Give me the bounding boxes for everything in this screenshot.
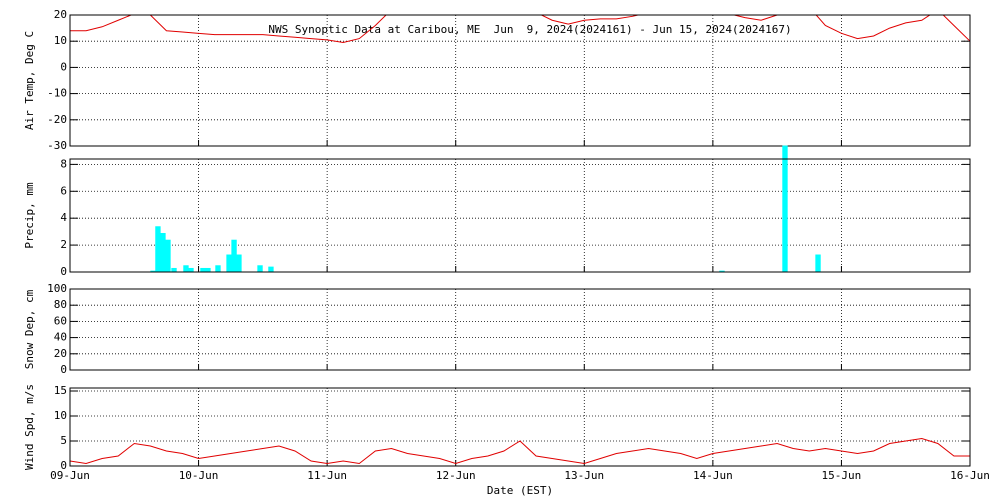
plot-frame — [69, 288, 971, 371]
y-tick-label: 20 — [54, 347, 67, 360]
y-tick-label: 2 — [60, 238, 67, 251]
y-tick-label: 0 — [60, 459, 67, 472]
x-tick-label: 13-Jun — [564, 469, 604, 482]
x-axis-label: Date (EST) — [487, 484, 553, 497]
y-tick-label: 0 — [60, 60, 67, 73]
y-tick-label: 80 — [54, 298, 67, 311]
data-line — [70, 437, 970, 465]
y-tick-label: 8 — [60, 157, 67, 170]
y-tick-label: -20 — [47, 113, 67, 126]
bar — [231, 239, 237, 272]
y-tick-label: 40 — [54, 331, 67, 344]
chart-title: NWS Synoptic Data at Caribou, ME Jun 9, … — [268, 23, 791, 36]
y-axis-label: Air Temp, Deg C — [23, 31, 36, 130]
bar — [165, 239, 171, 272]
bar — [150, 270, 156, 272]
plot-frame — [69, 387, 971, 467]
bar — [719, 270, 725, 272]
x-tick-label: 14-Jun — [693, 469, 733, 482]
y-tick-label: -10 — [47, 87, 67, 100]
x-tick-label: 09-Jun — [50, 469, 90, 482]
y-axis-label: Snow Dep, cm — [23, 289, 36, 369]
bar — [782, 145, 788, 272]
bar — [236, 254, 242, 272]
bar — [160, 232, 166, 272]
data-line — [70, 15, 970, 44]
bar — [215, 265, 221, 272]
y-tick-label: 6 — [60, 184, 67, 197]
bar — [257, 265, 263, 272]
x-tick-label: 16-Jun — [950, 469, 990, 482]
y-tick-label: 20 — [54, 8, 67, 21]
y-axis-label: Wind Spd, m/s — [23, 384, 36, 470]
plot-frame — [69, 14, 971, 147]
bar — [205, 267, 211, 272]
x-tick-label: 12-Jun — [436, 469, 476, 482]
x-tick-label: 10-Jun — [179, 469, 219, 482]
y-tick-label: 10 — [54, 409, 67, 422]
plot-frame — [69, 158, 971, 273]
y-tick-label: 5 — [60, 434, 67, 447]
bar — [268, 266, 274, 272]
y-tick-label: 0 — [60, 265, 67, 278]
bar — [815, 254, 821, 272]
bar — [226, 254, 232, 272]
y-axis-label: Precip, mm — [23, 182, 36, 249]
y-tick-label: -30 — [47, 139, 67, 152]
bar — [183, 265, 189, 272]
y-tick-label: 60 — [54, 314, 67, 327]
x-tick-label: 11-Jun — [307, 469, 347, 482]
bar — [200, 267, 206, 272]
bar — [155, 226, 161, 272]
y-tick-label: 0 — [60, 363, 67, 376]
y-tick-label: 10 — [54, 34, 67, 47]
y-tick-label: 15 — [54, 384, 67, 397]
y-tick-label: 100 — [47, 282, 67, 295]
bar — [171, 267, 177, 272]
x-tick-label: 15-Jun — [822, 469, 862, 482]
y-tick-label: 4 — [60, 211, 67, 224]
bar — [188, 267, 194, 272]
